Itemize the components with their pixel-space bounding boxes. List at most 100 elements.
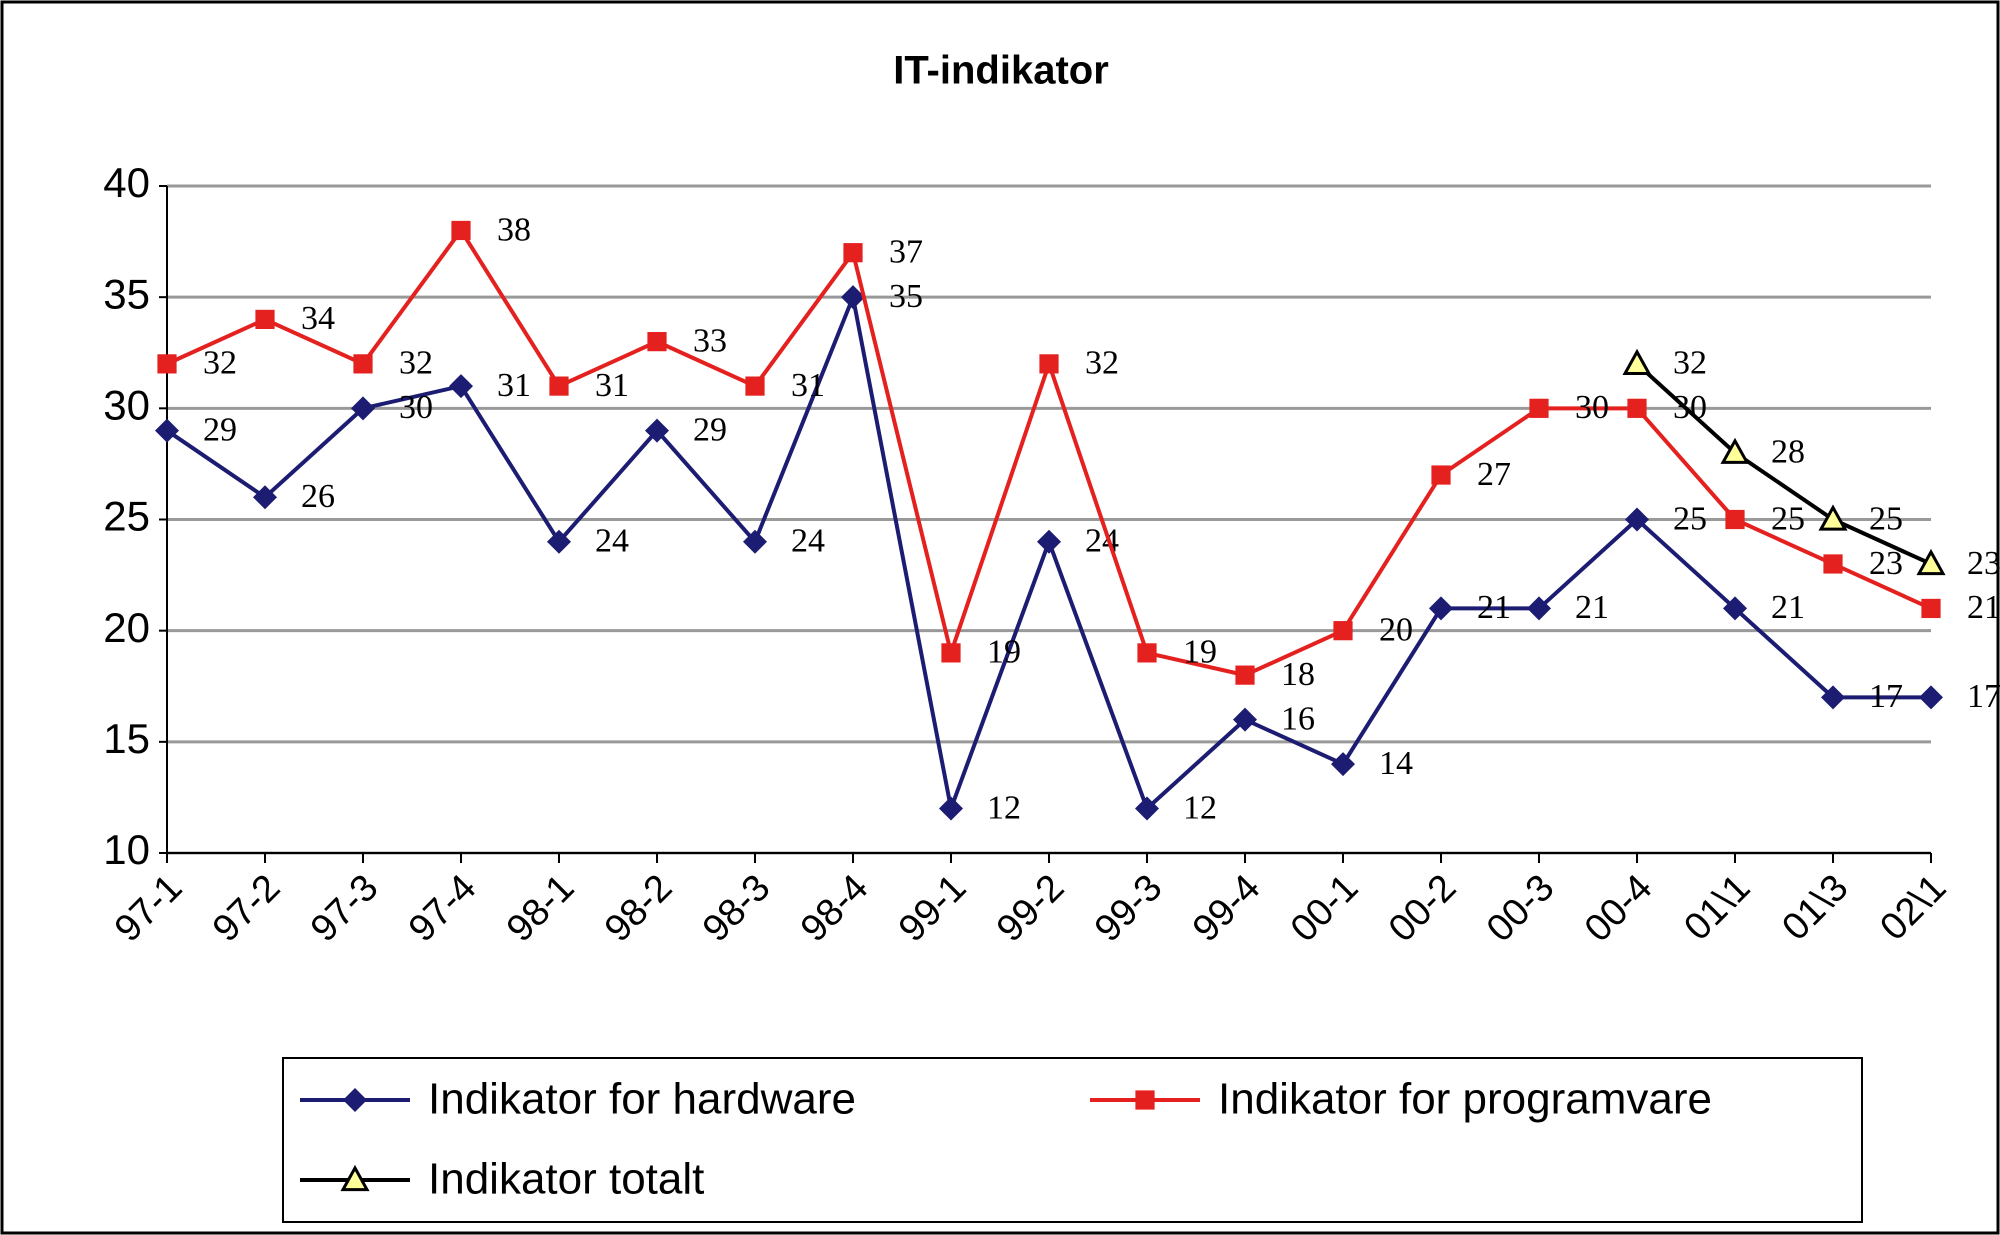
data-point: [941, 643, 961, 663]
legend-marker: [1135, 1090, 1155, 1110]
data-point: [1625, 507, 1649, 532]
data-label: 20: [1379, 611, 1413, 648]
data-point: [1529, 398, 1549, 418]
data-label: 25: [1771, 500, 1805, 537]
data-point: [1135, 796, 1159, 821]
data-point: [157, 354, 177, 374]
data-label: 19: [1183, 634, 1217, 671]
data-point: [1233, 707, 1257, 732]
legend-label: Indikator for hardware: [428, 1075, 856, 1124]
data-label: 32: [1673, 345, 1707, 382]
data-point: [549, 376, 569, 396]
data-point: [1431, 465, 1451, 485]
data-point: [645, 418, 669, 443]
data-point: [1821, 685, 1845, 710]
data-point: [1137, 643, 1157, 663]
data-point: [1235, 665, 1255, 685]
data-label: 29: [203, 411, 237, 448]
data-point: [449, 374, 473, 399]
y-tick-label: 20: [103, 604, 150, 651]
data-label: 31: [791, 367, 825, 404]
data-point: [155, 418, 179, 443]
y-tick-label: 15: [103, 715, 150, 762]
data-point: [1921, 598, 1941, 619]
data-point: [1331, 752, 1355, 777]
y-tick-label: 10: [103, 826, 150, 873]
chart-title: IT-indikator: [893, 49, 1109, 93]
data-label: 25: [1869, 500, 1903, 537]
data-point: [1527, 596, 1551, 621]
legend-label: Indikator for programvare: [1218, 1075, 1712, 1124]
data-label: 38: [497, 211, 531, 248]
data-label: 32: [203, 345, 237, 382]
data-point: [1723, 596, 1747, 621]
data-label: 23: [1869, 545, 1903, 582]
data-point: [743, 529, 767, 554]
data-point: [1037, 529, 1061, 554]
legend-marker: [340, 1164, 370, 1192]
data-label: 25: [1673, 500, 1707, 537]
data-point: [939, 796, 963, 821]
data-point: [451, 220, 471, 241]
data-point: [841, 285, 865, 310]
data-label: 21: [1771, 589, 1805, 626]
data-label: 24: [595, 523, 629, 560]
data-label: 17: [1869, 678, 1903, 715]
data-label: 34: [301, 300, 335, 337]
data-point: [547, 529, 571, 554]
data-label: 19: [987, 634, 1021, 671]
legend-marker: [343, 1088, 367, 1112]
data-point: [745, 376, 765, 396]
data-label: 24: [791, 523, 825, 560]
data-label: 21: [1477, 589, 1511, 626]
data-point: [1818, 504, 1848, 531]
data-label: 16: [1281, 700, 1315, 737]
data-label: 31: [497, 367, 531, 404]
data-point: [353, 354, 373, 374]
data-label: 30: [1575, 389, 1609, 426]
legend-label: Indikator totalt: [428, 1155, 704, 1204]
data-label: 14: [1379, 745, 1413, 782]
data-label: 12: [1183, 789, 1217, 826]
data-label: 21: [1967, 589, 2000, 626]
data-point: [1333, 621, 1353, 641]
data-label: 32: [1085, 345, 1119, 382]
data-point: [1622, 348, 1652, 375]
data-point: [1627, 398, 1647, 418]
y-tick-label: 35: [103, 270, 150, 317]
data-point: [253, 485, 277, 510]
data-label: 33: [693, 322, 727, 359]
data-point: [1919, 685, 1943, 710]
data-label: 17: [1967, 678, 2000, 715]
data-label: 30: [399, 389, 433, 426]
data-label: 31: [595, 367, 629, 404]
data-point: [1725, 509, 1745, 530]
data-point: [1720, 437, 1750, 464]
data-point: [255, 309, 275, 329]
data-label: 27: [1477, 456, 1511, 493]
data-label: 18: [1281, 656, 1315, 693]
y-tick-label: 30: [103, 381, 150, 428]
series-line: [1635, 362, 1932, 566]
data-point: [1916, 548, 1946, 576]
y-tick-label: 25: [103, 493, 150, 540]
legend-box: [282, 1057, 1863, 1223]
data-point: [1429, 596, 1453, 621]
data-label: 21: [1575, 589, 1609, 626]
data-point: [1039, 354, 1059, 374]
data-label: 32: [399, 345, 433, 382]
data-point: [351, 396, 375, 421]
data-label: 29: [693, 411, 727, 448]
data-point: [1823, 554, 1843, 574]
y-tick-label: 40: [103, 159, 150, 206]
data-label: 28: [1771, 434, 1805, 471]
data-label: 12: [987, 789, 1021, 826]
data-label: 26: [301, 478, 335, 515]
data-point: [647, 332, 667, 352]
data-label: 37: [889, 233, 923, 270]
data-label: 23: [1967, 545, 2000, 582]
data-point: [843, 243, 863, 263]
data-label: 35: [889, 278, 923, 315]
